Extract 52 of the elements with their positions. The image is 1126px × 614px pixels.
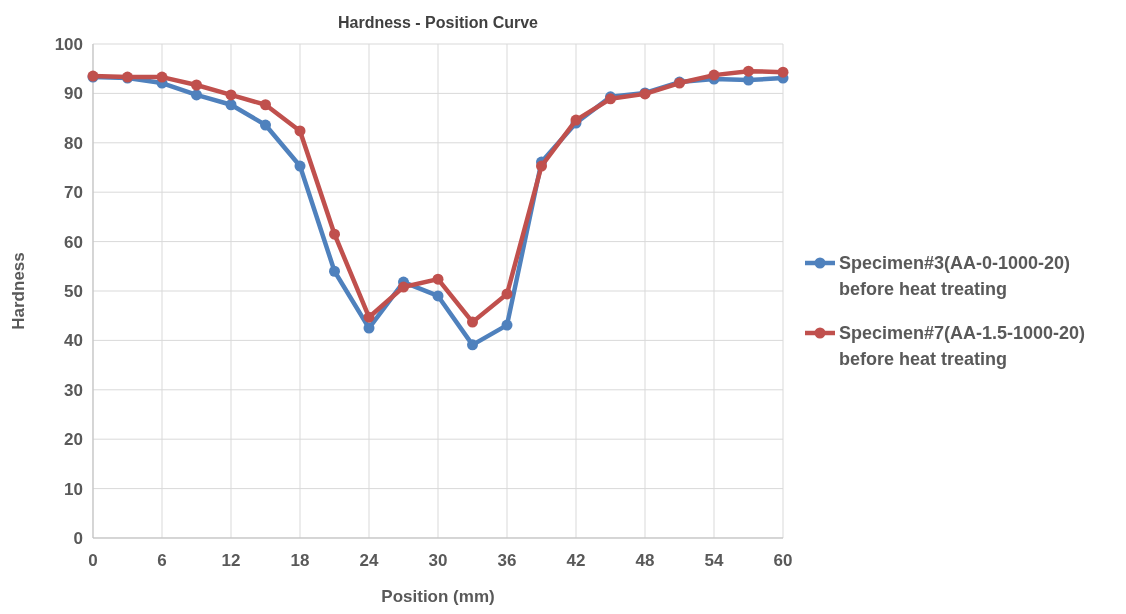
point [501,319,513,331]
y-tick-label: 60 [64,232,83,252]
y-tick-label: 80 [64,133,83,153]
x-tick-label: 48 [635,551,655,570]
y-tick-label: 50 [64,281,83,301]
point [225,89,237,101]
x-axis-title: Position (mm) [381,587,495,606]
point [156,71,168,83]
y-tick-label: 40 [64,331,83,351]
point [432,273,444,285]
x-tick-label: 18 [290,551,310,570]
point [329,265,340,277]
x-tick-label: 36 [497,551,517,570]
legend-label: Specimen#3(AA-0-1000-20) before heat treating [839,253,1071,300]
y-axis-title: Hardness [9,252,28,330]
point [191,89,202,101]
legend-label: Specimen#7(AA-1.5-1000-20) before heat treating [839,323,1086,370]
point [329,228,340,240]
y-tick-label: 0 [73,528,83,548]
x-tick-label: 6 [157,551,167,570]
point [225,99,237,111]
x-tick-label: 24 [359,551,379,570]
point [743,65,754,77]
y-tick-label: 70 [64,183,83,203]
point [467,339,478,351]
x-tick-label: 0 [88,551,98,570]
point [260,119,271,131]
point [501,288,513,300]
chart-title: Hardness - Position Curve [337,14,539,31]
point [708,69,720,81]
point [260,99,271,111]
x-tick-label: 12 [221,551,241,570]
point [294,160,306,172]
x-tick-label: 42 [566,551,586,570]
y-tick-label: 20 [64,430,83,450]
y-tick-label: 100 [54,34,83,54]
point [432,290,444,302]
point [398,281,409,293]
y-tick-label: 30 [64,380,83,400]
point [467,316,478,328]
point [777,66,789,78]
point [294,125,306,137]
y-tick-label: 90 [64,84,83,104]
x-tick-label: 30 [428,551,448,570]
point [191,79,202,91]
point [363,322,375,334]
point [536,160,547,172]
x-tick-label: 54 [704,551,724,570]
point [743,74,754,86]
point [363,311,375,323]
x-tick-label: 60 [773,551,793,570]
y-tick-label: 10 [64,479,83,499]
